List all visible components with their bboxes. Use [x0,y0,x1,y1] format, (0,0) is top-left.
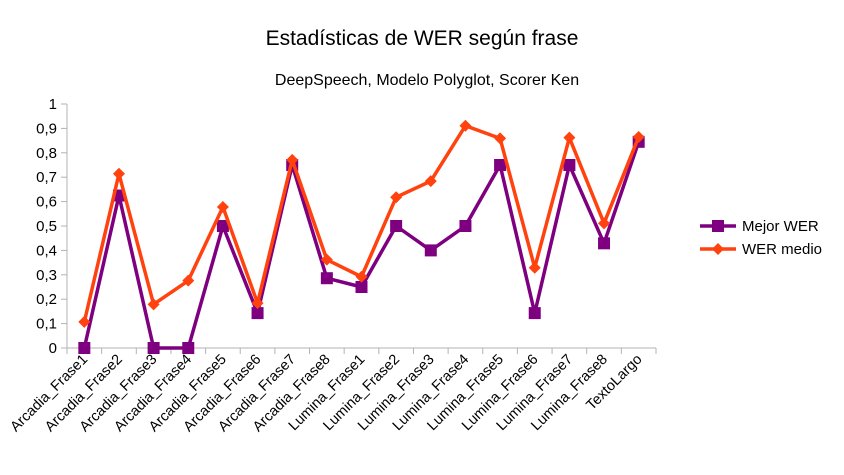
data-point [216,220,229,232]
y-tick-label: 0 [49,340,57,357]
data-point [459,119,472,132]
data-point [563,159,576,171]
data-point [390,220,403,232]
y-tick-label: 0,2 [36,291,57,308]
data-point [563,131,576,144]
data-point [182,342,195,354]
legend-marker [712,220,724,232]
data-point [147,298,160,311]
legend-label: Mejor WER [742,218,819,235]
data-point [286,153,299,166]
data-point [78,342,91,354]
data-point [528,261,541,274]
y-tick-label: 0,1 [36,316,57,333]
y-tick-label: 0,9 [36,120,57,137]
y-tick-label: 0,7 [36,169,57,186]
data-point [355,270,368,283]
data-point [598,237,611,250]
chart-title: Estadísticas de WER según frase [266,27,579,50]
data-point [147,342,160,354]
data-point [598,217,611,230]
legend-label: WER medio [742,241,822,258]
legend: Mejor WER WER medio [700,218,822,258]
data-point [251,297,264,310]
data-point [390,191,403,204]
data-point [494,159,507,171]
legend-item: Mejor WER [700,218,819,235]
data-point [320,253,333,266]
data-point [182,274,195,287]
data-point [112,167,125,180]
data-point [424,175,437,188]
y-axis: 0 0,1 0,2 0,3 0,4 0,5 0,6 0,7 0,8 0,9 1 [36,96,68,357]
legend-item: WER medio [700,241,822,258]
data-point [216,200,229,213]
data-point [251,307,264,320]
series-mejor-wer [78,135,645,354]
x-axis: Arcadia_Frase1Arcadia_Frase2Arcadia_Fras… [7,347,657,435]
y-tick-label: 0,5 [36,218,57,235]
data-point [459,220,472,232]
data-point [424,244,437,257]
data-point [632,130,645,143]
chart-subtitle: DeepSpeech, Modelo Polyglot, Scorer Ken [275,72,579,89]
y-tick-label: 0,6 [36,194,57,211]
y-tick-label: 1 [49,96,57,113]
y-tick-label: 0,8 [36,145,57,162]
data-point [494,132,507,145]
y-tick-label: 0,4 [36,242,57,259]
series-layer [78,119,645,354]
series-line [82,141,641,350]
data-point [528,307,541,320]
series-wer-medio [78,119,645,328]
data-point [78,315,91,328]
legend-marker [712,243,724,255]
data-point [320,272,333,285]
y-tick-label: 0,3 [36,267,57,284]
data-point [355,281,368,293]
